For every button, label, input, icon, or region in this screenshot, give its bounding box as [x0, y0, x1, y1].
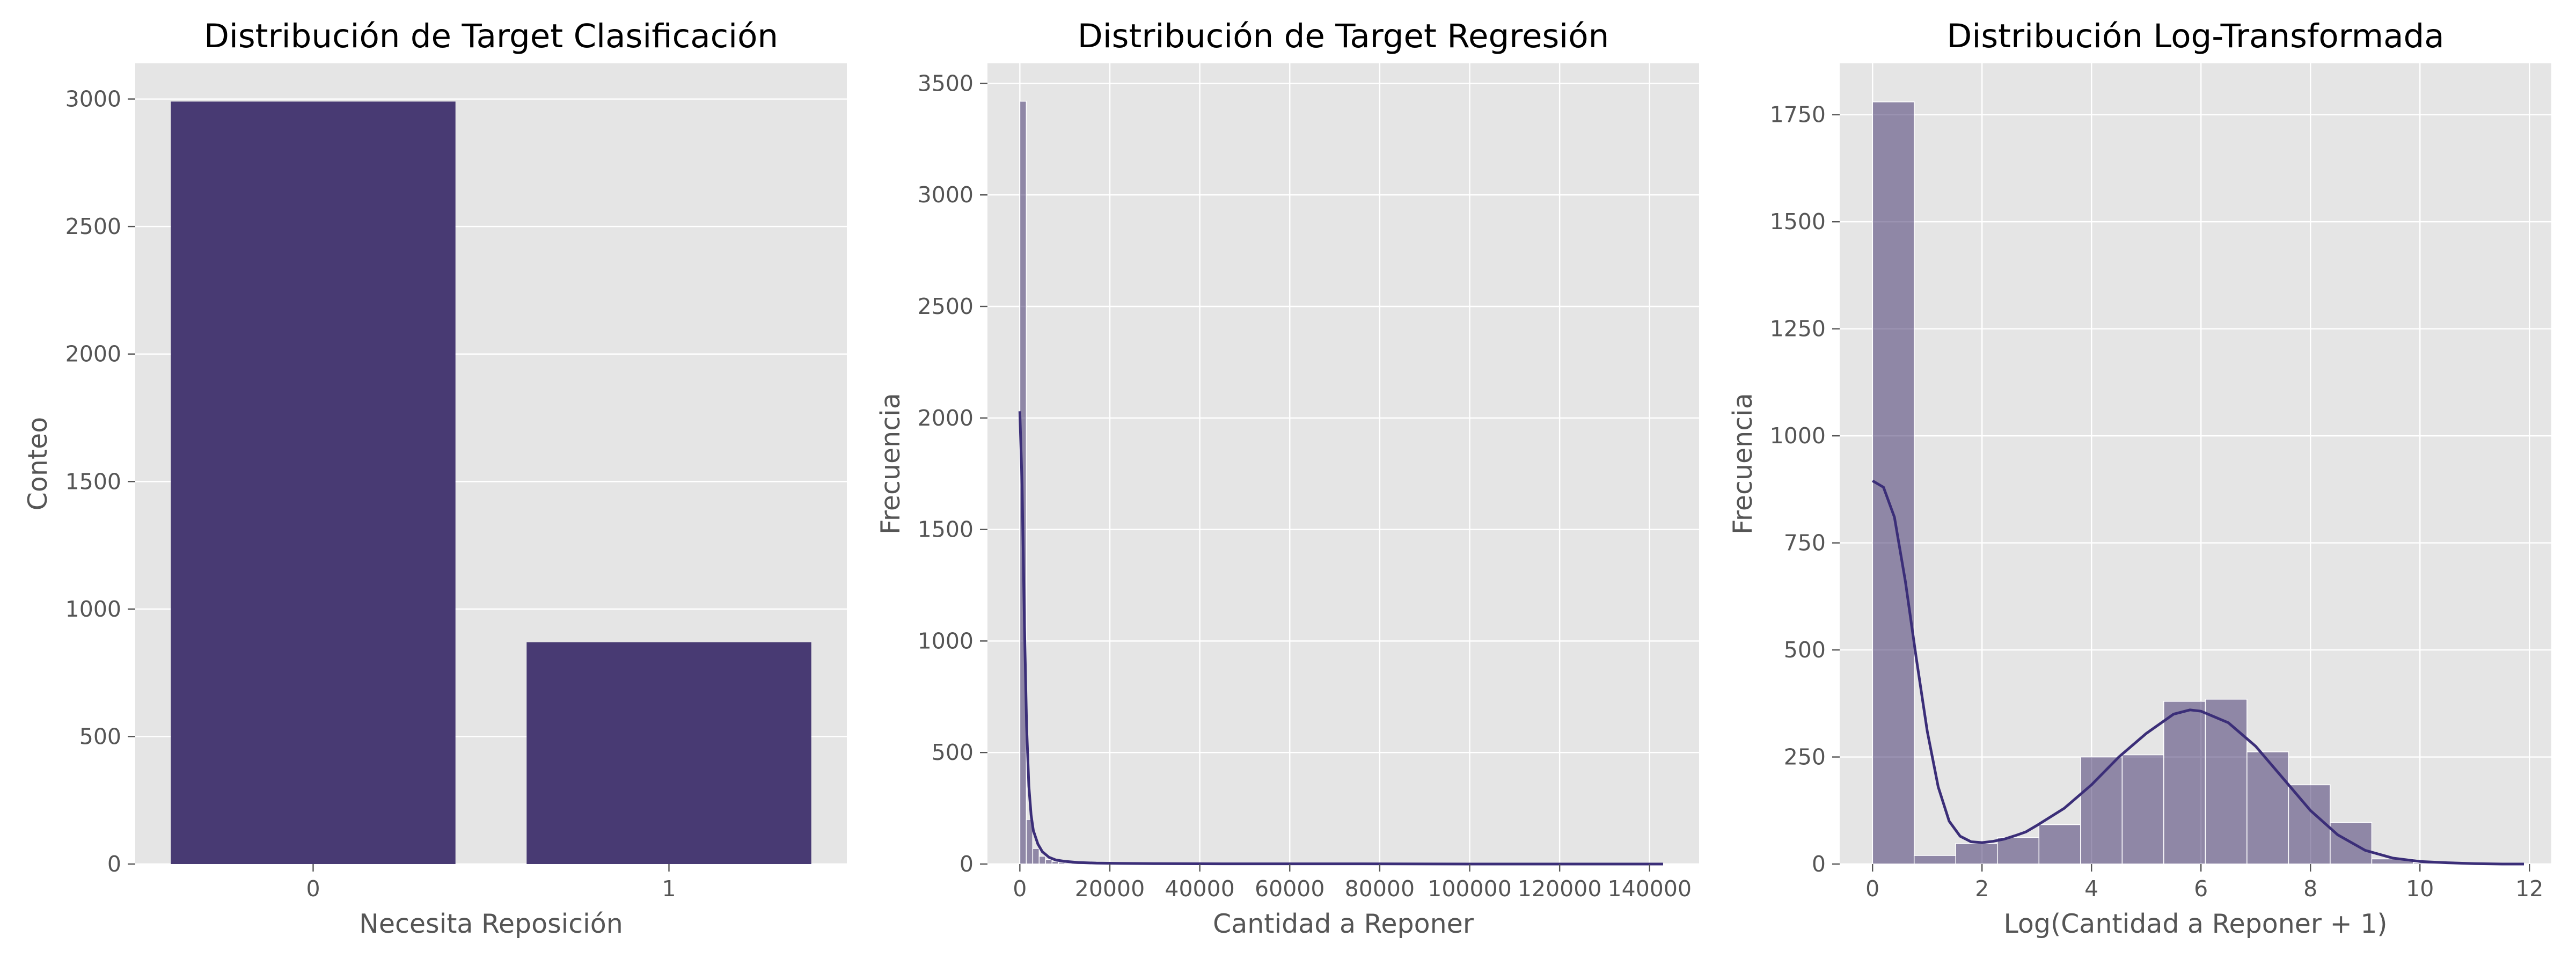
- marks: [1018, 100, 1663, 866]
- y-tick-label: 1500: [65, 469, 121, 494]
- y-tick-label: 3500: [918, 70, 974, 96]
- chart-title: Distribución de Target Regresión: [1078, 17, 1609, 55]
- y-tick-label: 2000: [65, 341, 121, 367]
- x-tick-label: 100000: [1428, 876, 1512, 902]
- x-ticks: 0 2 4 6 8 10 12: [1865, 864, 2543, 902]
- marks: [1871, 101, 2524, 866]
- x-tick-label: 0: [1013, 876, 1027, 902]
- y-tick-label: 2000: [918, 405, 974, 431]
- y-tick-label: 250: [1784, 744, 1826, 770]
- histogram-bar: [1045, 859, 1053, 865]
- chart-title: Distribución Log-Transformada: [1946, 17, 2444, 55]
- histogram-bar: [2288, 784, 2331, 865]
- y-tick-label: 3000: [65, 86, 121, 112]
- histogram-bar: [2246, 751, 2289, 865]
- x-tick-label: 8: [2303, 876, 2317, 902]
- y-tick-label: 2500: [65, 214, 121, 239]
- histogram-bar: [2205, 699, 2248, 865]
- plot-area: [987, 63, 1699, 864]
- histogram-bar: [1997, 837, 2040, 865]
- y-tick-label: 500: [932, 740, 974, 765]
- y-tick-label: 1500: [1770, 209, 1826, 235]
- x-axis-label: Log(Cantidad a Reponer + 1): [2003, 909, 2387, 939]
- y-tick-label: 0: [1812, 851, 1826, 877]
- histogram-bar: [1026, 819, 1034, 865]
- y-ticks: 0 500 1000 1500 2000 2500 3000: [65, 86, 135, 877]
- y-axis-label: Frecuencia: [875, 393, 906, 535]
- bar: [526, 642, 811, 864]
- panel-log: 0 2 4 6 8 10 12 0 250 500 750 1000 1250 1500 1750 Dis…: [1728, 17, 2551, 939]
- x-tick-label: 120000: [1518, 876, 1602, 902]
- y-tick-label: 1250: [1770, 316, 1826, 342]
- histogram-bar: [1872, 101, 1915, 865]
- y-axis-label: Frecuencia: [1728, 393, 1758, 535]
- x-axis-label: Cantidad a Reponer: [1213, 909, 1474, 939]
- y-ticks: 0 250 500 750 1000 1250 1500 1750: [1770, 102, 1840, 877]
- x-tick-label: 1: [662, 876, 676, 902]
- chart-title: Distribución de Target Clasificación: [204, 17, 778, 55]
- y-tick-label: 750: [1784, 530, 1826, 556]
- y-tick-label: 1750: [1770, 102, 1826, 128]
- histogram-bar: [1032, 848, 1040, 865]
- y-tick-label: 0: [107, 851, 121, 877]
- x-tick-label: 140000: [1608, 876, 1692, 902]
- x-tick-label: 2: [1975, 876, 1989, 902]
- marks: [171, 101, 811, 864]
- histogram-bar: [2038, 824, 2081, 865]
- x-tick-label: 0: [306, 876, 320, 902]
- histogram-bar: [1038, 855, 1046, 865]
- x-axis-label: Necesita Reposición: [359, 909, 623, 939]
- x-tick-label: 0: [1865, 876, 1879, 902]
- panel-regression: 0 20000 40000 60000 80000 100000 120000 140000 …: [875, 17, 1699, 939]
- x-tick-label: 10: [2406, 876, 2434, 902]
- y-tick-label: 1000: [918, 628, 974, 654]
- histogram-bar: [2163, 701, 2206, 865]
- y-tick-label: 0: [960, 851, 974, 877]
- y-tick-label: 1500: [918, 517, 974, 543]
- histogram-bar: [1913, 855, 1956, 865]
- x-tick-label: 40000: [1165, 876, 1234, 902]
- y-ticks: 0 500 1000 1500 2000 2500 3000 3500: [918, 70, 987, 877]
- x-tick-label: 60000: [1255, 876, 1324, 902]
- y-tick-label: 500: [79, 723, 121, 749]
- histogram-bar: [1955, 843, 1998, 865]
- histogram-bar: [1051, 861, 1059, 865]
- y-tick-label: 500: [1784, 637, 1826, 663]
- x-tick-label: 12: [2515, 876, 2543, 902]
- x-tick-label: 6: [2194, 876, 2208, 902]
- x-tick-label: 4: [2084, 876, 2098, 902]
- histogram-bar: [2121, 754, 2164, 865]
- x-tick-label: 80000: [1345, 876, 1415, 902]
- kde-line: [1871, 479, 2524, 866]
- y-axis-label: Conteo: [23, 417, 53, 511]
- kde-line: [1018, 411, 1663, 866]
- y-tick-label: 3000: [918, 182, 974, 208]
- y-tick-label: 1000: [1770, 423, 1826, 449]
- y-tick-label: 2500: [918, 294, 974, 319]
- x-ticks: 0 20000 40000 60000 80000 100000 120000 140000: [1013, 864, 1692, 902]
- y-tick-label: 1000: [65, 596, 121, 622]
- bar: [171, 101, 456, 864]
- x-tick-label: 20000: [1075, 876, 1145, 902]
